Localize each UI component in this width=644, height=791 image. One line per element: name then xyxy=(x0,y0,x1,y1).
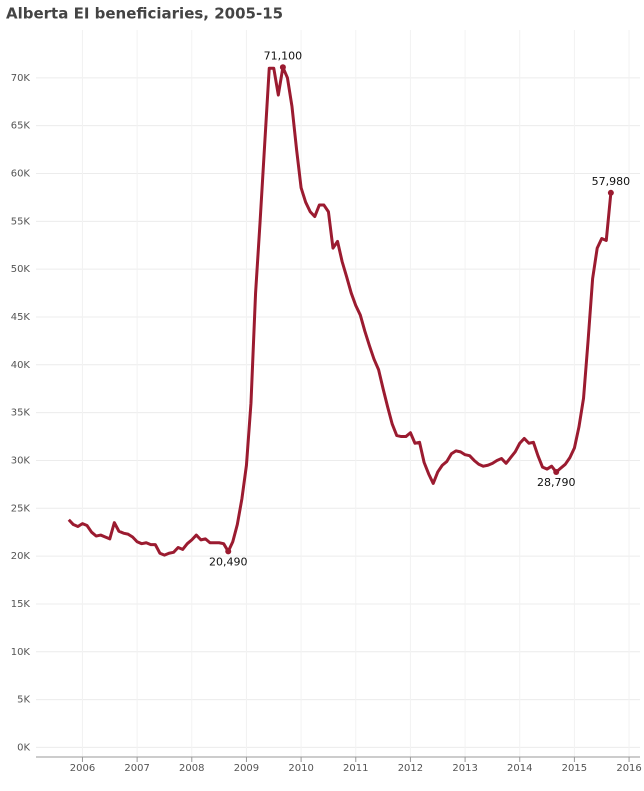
x-tick-label: 2009 xyxy=(234,763,259,774)
data-point xyxy=(553,469,560,476)
x-tick-label: 2006 xyxy=(70,763,95,774)
data-point xyxy=(607,189,614,196)
x-tick-label: 2013 xyxy=(452,763,477,774)
y-tick-label: 45K xyxy=(11,312,31,323)
y-tick-label: 50K xyxy=(11,264,31,275)
x-tick-label: 2016 xyxy=(616,763,641,774)
data-line xyxy=(67,65,613,557)
y-tick-label: 30K xyxy=(11,455,31,466)
y-tick-label: 60K xyxy=(11,168,31,179)
chart-title: Alberta EI beneficiaries, 2005-15 xyxy=(6,5,283,23)
y-tick-label: 10K xyxy=(11,647,31,658)
y-tick-label: 25K xyxy=(11,503,31,514)
y-tick-label: 40K xyxy=(11,360,31,371)
value-label: 20,490 xyxy=(209,555,248,568)
y-tick-label: 65K xyxy=(11,121,31,132)
y-tick-label: 20K xyxy=(11,551,31,562)
x-tick-label: 2011 xyxy=(343,763,368,774)
y-tick-label: 35K xyxy=(11,408,31,419)
data-point xyxy=(225,548,232,555)
x-tick-label: 2008 xyxy=(179,763,204,774)
value-label: 71,100 xyxy=(264,49,303,62)
value-label: 28,790 xyxy=(537,476,576,489)
y-tick-label: 5K xyxy=(17,695,30,706)
x-tick-label: 2007 xyxy=(124,763,149,774)
x-tick-label: 2015 xyxy=(562,763,587,774)
data-point xyxy=(279,64,286,71)
value-label: 57,980 xyxy=(592,175,631,188)
x-tick-label: 2010 xyxy=(288,763,313,774)
x-tick-label: 2014 xyxy=(507,763,532,774)
y-tick-label: 55K xyxy=(11,216,31,227)
y-tick-label: 70K xyxy=(11,73,31,84)
y-tick-label: 0K xyxy=(17,742,30,753)
x-tick-label: 2012 xyxy=(398,763,423,774)
y-tick-label: 15K xyxy=(11,599,31,610)
